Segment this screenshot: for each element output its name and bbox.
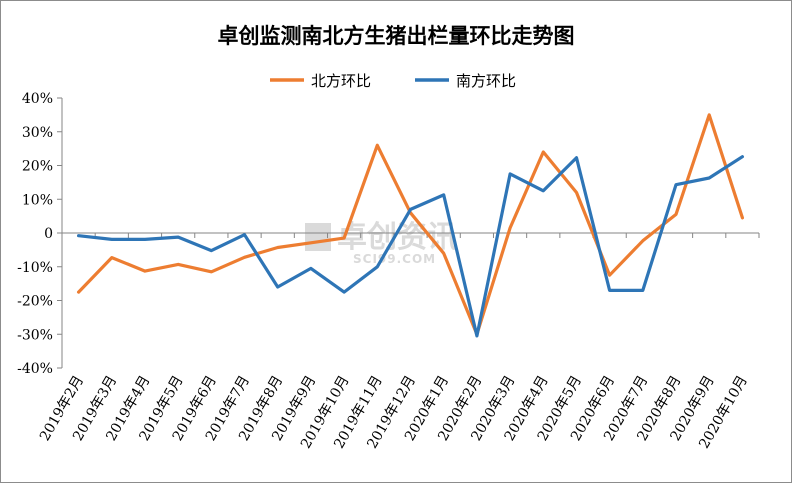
chart-title: 卓创监测南北方生猪出栏量环比走势图: [218, 23, 575, 48]
watermark-text: 卓创资讯: [337, 220, 457, 255]
series-layer: [76, 113, 745, 338]
watermark: 卓创资讯 SCI99.COM: [305, 220, 457, 266]
legend-label-north: 北方环比: [311, 72, 371, 90]
y-tick-label: 10%: [22, 192, 53, 208]
legend-label-south: 南方环比: [456, 72, 516, 90]
watermark-logo-icon: [305, 223, 331, 251]
y-tick-label: 30%: [22, 125, 53, 141]
y-tick-label: -10%: [17, 260, 53, 276]
y-tick-label: -40%: [17, 361, 53, 377]
legend: 北方环比 南方环比: [270, 72, 516, 90]
y-tick-label: 40%: [22, 91, 53, 107]
y-tick-label: 20%: [22, 159, 53, 175]
y-tick-label: -20%: [17, 294, 53, 310]
y-tick-label: -30%: [17, 327, 53, 343]
series-line-south: [76, 155, 745, 338]
y-tick-label: 0: [44, 226, 53, 242]
series-line-north: [76, 113, 745, 336]
y-axis: 40% 30% 20% 10% 0 -10% -20% -30% -40%: [17, 91, 63, 377]
watermark-subtext: SCI99.COM: [353, 252, 436, 266]
